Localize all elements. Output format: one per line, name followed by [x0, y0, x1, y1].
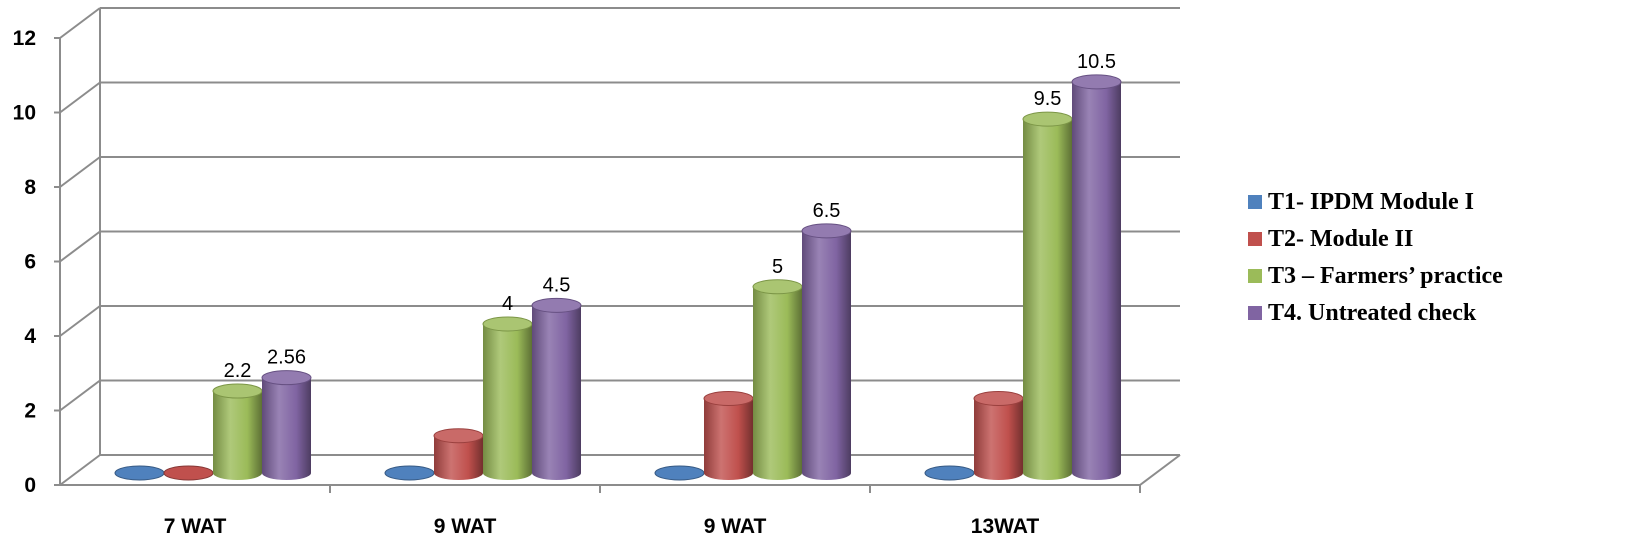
bar [1022, 111, 1073, 481]
bar [531, 297, 582, 481]
y-tick-label: 4 [24, 325, 36, 348]
legend: T1- IPDM Module I T2- Module II T3 – Farme… [1248, 189, 1503, 326]
bar [752, 279, 803, 480]
data-label: 2.56 [267, 347, 306, 369]
data-label: 9.5 [1034, 88, 1062, 110]
x-tick-label: 9 WAT [434, 515, 497, 538]
data-label: 4 [502, 293, 513, 315]
y-tick-label: 10 [13, 102, 36, 125]
bar [973, 391, 1024, 481]
data-label: 6.5 [813, 200, 841, 222]
y-tick-label: 6 [24, 251, 36, 274]
bar [703, 391, 754, 481]
bar [654, 465, 705, 481]
data-label: 10.5 [1077, 51, 1116, 73]
axes [54, 8, 1181, 493]
data-labels: 0 2 4 6 8 10 12 7 WAT 9 WAT 9 WAT 13WAT 2.2 2.56 4 4.5… [13, 27, 1116, 538]
gridline [59, 81, 1180, 114]
gridline [59, 156, 1180, 188]
legend-swatch [1248, 306, 1262, 320]
bar [261, 370, 312, 481]
legend-swatch [1248, 232, 1262, 246]
legend-label: T3 – Farmers’ practice [1268, 263, 1503, 289]
x-tick-label: 7 WAT [164, 515, 227, 538]
y-tick-label: 8 [24, 176, 36, 199]
legend-swatch [1248, 195, 1262, 209]
gridline [59, 230, 1180, 263]
x-tick-label: 13WAT [971, 515, 1040, 538]
bars [114, 74, 1122, 481]
bar [212, 383, 263, 481]
x-tick-label: 9 WAT [704, 515, 767, 538]
bar [433, 428, 484, 481]
bar [924, 465, 975, 481]
legend-swatch [1248, 269, 1262, 283]
bar [163, 465, 214, 481]
legend-label: T1- IPDM Module I [1268, 189, 1474, 215]
legend-item: T1- IPDM Module I [1248, 189, 1474, 215]
bar [1071, 74, 1122, 481]
legend-item: T3 – Farmers’ practice [1248, 263, 1503, 289]
y-tick-label: 2 [24, 400, 36, 423]
data-label: 2.2 [224, 360, 252, 382]
bar [384, 465, 435, 481]
legend-label: T2- Module II [1268, 226, 1413, 252]
y-tick-label: 0 [24, 474, 36, 497]
bar [482, 316, 533, 481]
gridline [59, 7, 1180, 39]
legend-label: T4. Untreated check [1268, 300, 1477, 326]
y-tick-label: 12 [13, 27, 36, 50]
data-label: 5 [772, 256, 783, 278]
legend-item: T2- Module II [1248, 226, 1413, 252]
legend-item: T4. Untreated check [1248, 300, 1477, 326]
gridline [59, 305, 1180, 337]
data-label: 4.5 [543, 274, 571, 296]
bar [114, 465, 165, 481]
bar [801, 223, 852, 481]
